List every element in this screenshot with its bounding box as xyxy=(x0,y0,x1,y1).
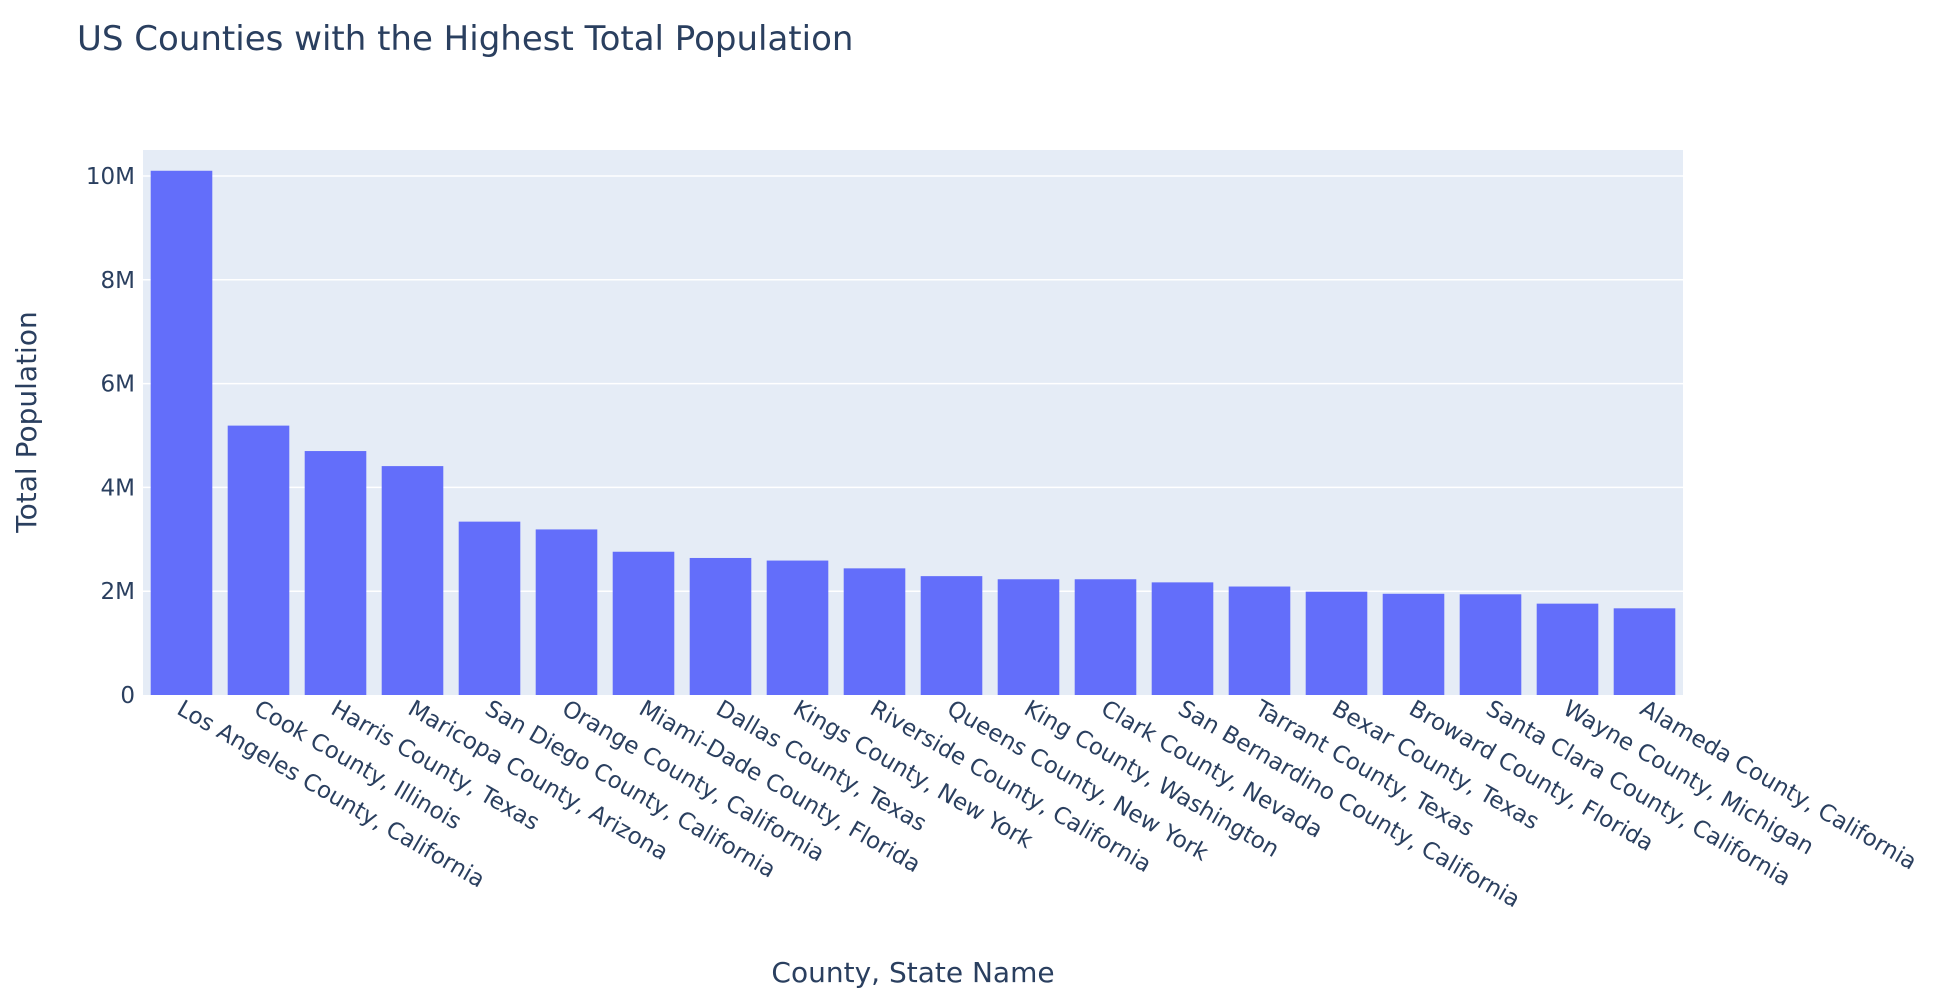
bar[interactable] xyxy=(1536,603,1599,695)
y-tick-label: 8M xyxy=(101,268,135,294)
y-axis-title: Total Population xyxy=(10,311,43,533)
bar[interactable] xyxy=(304,451,367,695)
bar[interactable] xyxy=(1459,594,1522,695)
bar[interactable] xyxy=(381,466,444,695)
bars xyxy=(150,170,1676,695)
bar[interactable] xyxy=(1305,591,1368,695)
chart-title: US Counties with the Highest Total Popul… xyxy=(77,19,853,59)
plot-area xyxy=(143,150,1683,695)
bar[interactable] xyxy=(843,568,906,695)
y-tick-label: 2M xyxy=(101,579,135,605)
bar[interactable] xyxy=(920,576,983,695)
bar[interactable] xyxy=(1382,593,1445,695)
y-tick-label: 4M xyxy=(101,475,135,501)
bar[interactable] xyxy=(997,579,1060,695)
bar[interactable] xyxy=(458,521,521,695)
bar[interactable] xyxy=(1151,582,1214,695)
bar[interactable] xyxy=(150,170,213,695)
y-axis-ticks: 0 2M 4M 6M 8M 10M xyxy=(86,164,135,709)
bar[interactable] xyxy=(1074,579,1137,695)
bar[interactable] xyxy=(1613,608,1676,695)
bar[interactable] xyxy=(1228,586,1291,695)
y-tick-label: 6M xyxy=(101,372,135,398)
bar[interactable] xyxy=(535,529,598,695)
x-axis-title: County, State Name xyxy=(771,956,1054,989)
bar[interactable] xyxy=(766,560,829,695)
y-tick-label: 10M xyxy=(86,164,135,190)
bar[interactable] xyxy=(612,551,675,695)
y-tick-label: 0 xyxy=(120,683,135,709)
bar[interactable] xyxy=(227,425,290,695)
bar[interactable] xyxy=(689,557,752,695)
x-tick-label: Santa Clara County, California xyxy=(1482,696,1795,892)
